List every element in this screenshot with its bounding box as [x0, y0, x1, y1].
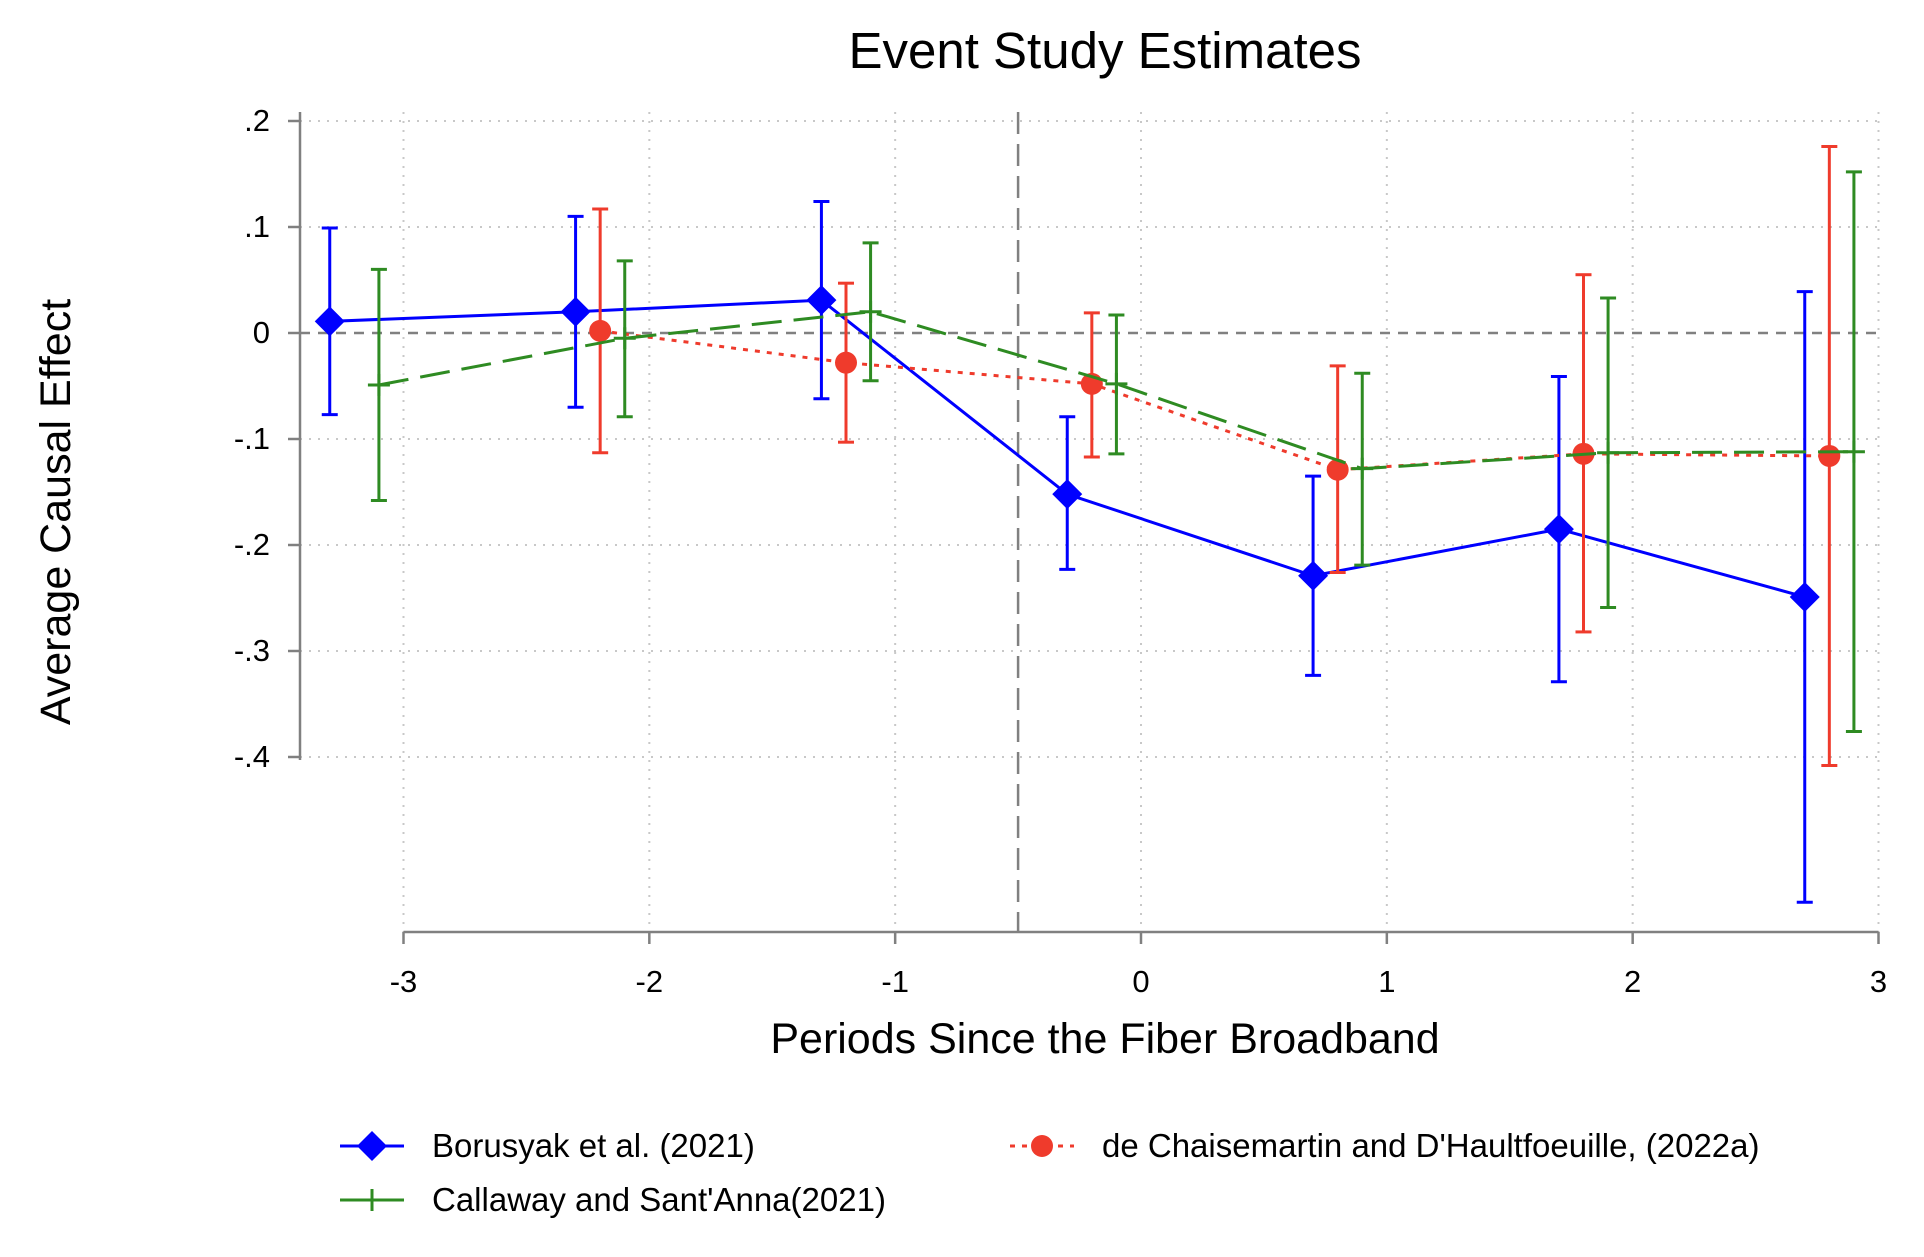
- x-tick-label: 0: [1132, 964, 1149, 999]
- y-axis-title: Average Causal Effect: [32, 299, 80, 725]
- data-point: [367, 373, 390, 396]
- y-tick-label: -.3: [234, 633, 270, 668]
- data-point: [1326, 458, 1349, 481]
- legend: Borusyak et al. (2021) de Chaisemartin an…: [340, 1127, 1760, 1218]
- y-tick-label: .2: [244, 103, 270, 138]
- legend-item: Callaway and Sant'Anna(2021): [340, 1181, 886, 1218]
- y-tick-label: -.4: [234, 739, 270, 774]
- x-tick-label: 1: [1378, 964, 1395, 999]
- data-series: [314, 144, 1865, 904]
- axes: .2 .1 0 -.1 -.2 -.3 -.4 -3 -2 -1 0 1 2 3: [234, 103, 1887, 999]
- data-point: [1597, 441, 1620, 464]
- data-point: [1543, 514, 1574, 545]
- data-point: [806, 285, 837, 316]
- data-point: [314, 306, 345, 337]
- series-1: [589, 144, 1841, 767]
- legend-label: Borusyak et al. (2021): [432, 1127, 755, 1164]
- y-tick-label: -.2: [234, 527, 270, 562]
- data-point: [1842, 440, 1865, 463]
- data-point: [1818, 444, 1841, 467]
- data-point: [1789, 581, 1820, 612]
- x-tick-label: -2: [636, 964, 664, 999]
- data-point: [1351, 457, 1374, 480]
- legend-label: de Chaisemartin and D'Haultfoeuille, (20…: [1102, 1127, 1760, 1164]
- legend-item: de Chaisemartin and D'Haultfoeuille, (20…: [1010, 1127, 1760, 1164]
- legend-marker: [361, 1189, 383, 1211]
- reference-lines: [300, 112, 1880, 932]
- y-tick-label: -.1: [234, 421, 270, 456]
- series-line: [599, 329, 1830, 472]
- y-tick-label: .1: [244, 209, 270, 244]
- x-tick-label: 2: [1624, 964, 1641, 999]
- x-axis-title: Periods Since the Fiber Broadband: [770, 1015, 1439, 1063]
- legend-marker: [1031, 1135, 1053, 1157]
- series-0: [314, 200, 1820, 904]
- data-point: [835, 351, 857, 374]
- x-tick-label: -3: [390, 964, 418, 999]
- data-point: [1298, 560, 1329, 591]
- data-point: [589, 319, 612, 342]
- x-tick-label: 3: [1870, 964, 1887, 999]
- data-point: [613, 327, 636, 350]
- data-point: [1105, 372, 1128, 395]
- legend-marker: [357, 1131, 387, 1161]
- x-tick-label: -1: [881, 964, 909, 999]
- data-point: [859, 300, 882, 323]
- legend-item: Borusyak et al. (2021): [340, 1127, 755, 1164]
- grid-lines: [300, 112, 1880, 932]
- data-point: [1052, 479, 1083, 510]
- legend-label: Callaway and Sant'Anna(2021): [432, 1181, 886, 1218]
- chart-title: Event Study Estimates: [848, 22, 1361, 79]
- data-point: [560, 296, 591, 327]
- y-tick-label: 0: [253, 315, 270, 350]
- series-2: [367, 170, 1865, 734]
